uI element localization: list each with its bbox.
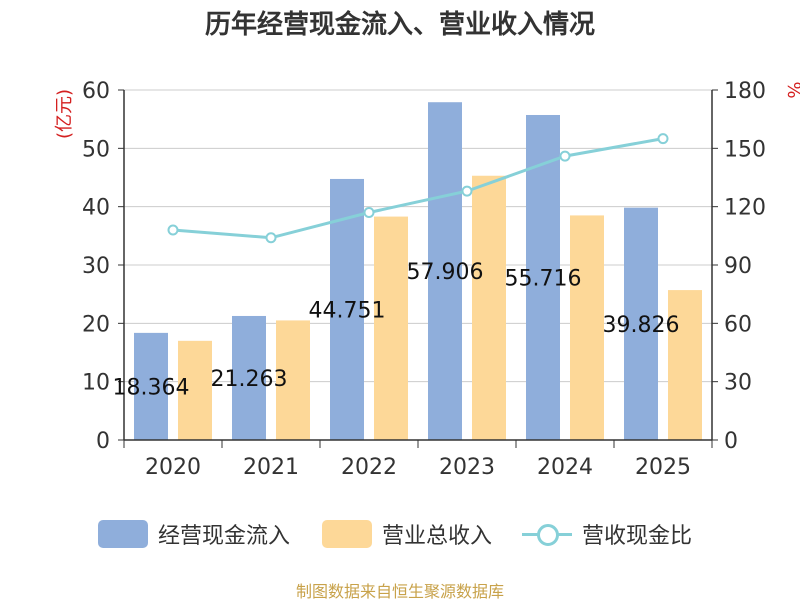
point-ratio — [167, 224, 179, 236]
legend-item-cash-inflow[interactable]: 经营现金流入 — [98, 518, 290, 550]
bar-revenue — [570, 215, 604, 440]
line-ratio — [172, 137, 664, 240]
x-tick-label: 2024 — [537, 455, 593, 480]
point-ratio — [657, 133, 669, 145]
y2-axis-title: % — [783, 81, 800, 98]
x-tick-label: 2025 — [635, 455, 691, 480]
data-label-cash-inflow: 21.263 — [211, 367, 288, 392]
bar-revenue — [374, 216, 408, 440]
source-note: 制图数据来自恒生聚源数据库 — [295, 582, 504, 601]
data-label-cash-inflow: 44.751 — [309, 298, 386, 323]
y-tick-label: 30 — [82, 254, 110, 279]
point-ratio — [265, 232, 277, 244]
y2-tick-label: 0 — [724, 429, 738, 454]
x-tick-label: 2020 — [145, 455, 201, 480]
legend-item-revenue[interactable]: 营业总收入 — [322, 518, 492, 550]
y2-tick-label: 120 — [724, 196, 766, 221]
y2-tick-label: 30 — [724, 371, 752, 396]
legend-label-revenue: 营业总收入 — [382, 524, 493, 549]
data-label-cash-inflow: 55.716 — [505, 266, 582, 291]
y-tick-label: 60 — [82, 79, 110, 104]
y2-tick-label: 90 — [724, 254, 752, 279]
x-tick-label: 2023 — [439, 455, 495, 480]
legend-label-cash-inflow: 经营现金流入 — [158, 524, 291, 549]
y-tick-label: 10 — [82, 371, 110, 396]
y2-tick-label: 60 — [724, 312, 752, 337]
y-tick-label: 20 — [82, 312, 110, 337]
bar-cash-inflow — [428, 102, 462, 440]
legend-swatch-revenue — [322, 520, 372, 548]
x-tick-label: 2021 — [243, 455, 299, 480]
y-tick-label: 40 — [82, 196, 110, 221]
y-tick-label: 0 — [96, 429, 110, 454]
bar-cash-inflow — [134, 332, 168, 440]
legend-swatch-ratio — [522, 520, 572, 548]
bar-revenue — [178, 340, 212, 440]
data-label-cash-inflow: 18.364 — [113, 375, 190, 400]
point-ratio — [363, 207, 375, 218]
y-tick-label: 50 — [82, 137, 110, 162]
point-ratio — [559, 150, 571, 162]
data-label-cash-inflow: 57.906 — [407, 260, 484, 285]
bar-revenue — [668, 290, 702, 440]
legend-swatch-cash-inflow — [98, 520, 148, 548]
bar-cash-inflow — [232, 315, 266, 440]
point-ratio — [461, 185, 473, 197]
legend-item-ratio[interactable]: 营收现金比 — [522, 518, 692, 550]
bar-revenue — [472, 175, 506, 440]
bar-revenue — [276, 320, 310, 440]
x-tick-label: 2022 — [341, 455, 397, 480]
chart-title: 历年经营现金流入、营业收入情况 — [204, 10, 595, 40]
legend-label-ratio: 营收现金比 — [582, 524, 693, 549]
y2-tick-label: 150 — [724, 137, 766, 162]
data-label-cash-inflow: 39.826 — [603, 313, 680, 338]
bar-cash-inflow — [624, 207, 658, 440]
y2-tick-label: 180 — [724, 79, 766, 104]
y-axis-title: (亿元) — [54, 89, 75, 139]
